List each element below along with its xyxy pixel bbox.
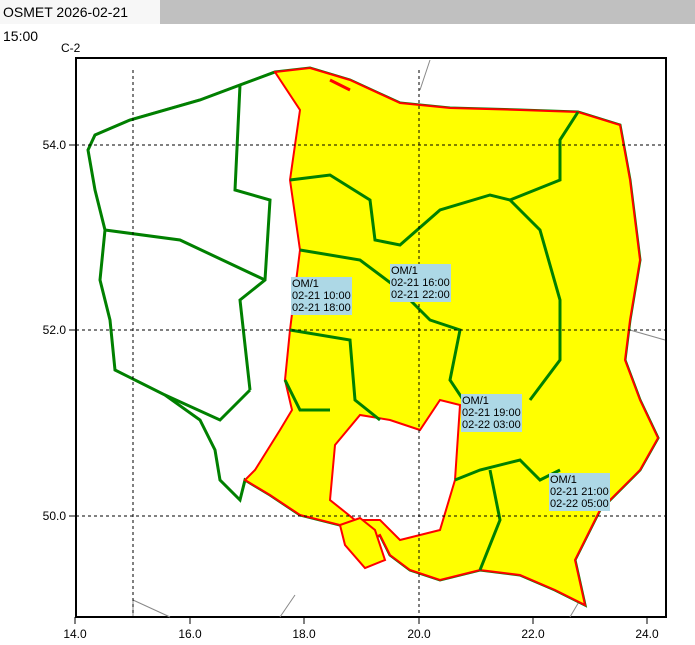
x-tick-label: 16.0 <box>178 627 202 641</box>
x-tick-label: 18.0 <box>292 627 316 641</box>
neighbour-borders <box>132 59 666 618</box>
voivodeship-borders <box>104 84 580 571</box>
warning-code: OM/1 <box>462 395 489 407</box>
x-tick-label: 14.0 <box>63 627 87 641</box>
y-tick-label: 50.0 <box>43 509 67 523</box>
map-shape <box>478 469 502 571</box>
map-shape <box>132 599 171 618</box>
warning-label[interactable]: OM/1 02-21 21:00 02-22 05:00 <box>549 473 610 511</box>
map-shape <box>104 228 266 282</box>
map-shape <box>299 248 472 411</box>
y-tick-label: 52.0 <box>43 323 67 337</box>
map-shape <box>629 329 666 341</box>
map-shape <box>419 59 431 91</box>
y-axis-labels: 54.0 52.0 50.0 <box>43 138 67 523</box>
warning-code: OM/1 <box>292 278 319 290</box>
warning-enclave <box>338 516 387 570</box>
warning-to: 02-22 05:00 <box>550 498 609 510</box>
tab-osmet[interactable]: OSMET 2026-02-21 15:00 <box>0 0 160 44</box>
y-tick-label: 54.0 <box>43 138 67 152</box>
x-tick-label: 20.0 <box>407 627 431 641</box>
map-shape <box>508 198 562 401</box>
hel-peninsula <box>329 78 351 92</box>
warning-label[interactable]: OM/1 02-21 19:00 02-22 03:00 <box>461 394 522 432</box>
warning-from: 02-21 21:00 <box>550 486 609 498</box>
map-shape <box>233 84 272 391</box>
map-shape <box>164 388 252 422</box>
map-shape <box>289 328 381 422</box>
warning-to: 02-21 18:00 <box>292 302 351 314</box>
map-shape <box>454 458 561 482</box>
x-tick-label: 24.0 <box>635 627 659 641</box>
x-tick-label: 22.0 <box>521 627 545 641</box>
warning-from: 02-21 10:00 <box>292 290 351 302</box>
map-shape <box>509 111 580 202</box>
warning-label[interactable]: OM/1 02-21 16:00 02-21 22:00 <box>390 264 451 302</box>
warning-to: 02-22 03:00 <box>462 419 521 431</box>
warning-label[interactable]: OM/1 02-21 10:00 02-21 18:00 <box>291 277 352 315</box>
tab-bar: OSMET 2026-02-21 15:00 <box>0 0 695 44</box>
map-shape <box>289 173 511 247</box>
warning-from: 02-21 19:00 <box>462 407 521 419</box>
x-axis-labels: 14.0 16.0 18.0 20.0 22.0 24.0 <box>63 627 659 641</box>
warning-code: OM/1 <box>550 474 577 486</box>
map-shape <box>283 379 330 412</box>
map-shape <box>279 594 296 618</box>
warning-code: OM/1 <box>391 265 418 277</box>
warning-to: 02-21 22:00 <box>391 289 450 301</box>
warning-from: 02-21 16:00 <box>391 277 450 289</box>
grid-lines <box>76 70 666 617</box>
map-code: C-2 <box>61 41 81 55</box>
axis-ticks <box>69 144 648 624</box>
